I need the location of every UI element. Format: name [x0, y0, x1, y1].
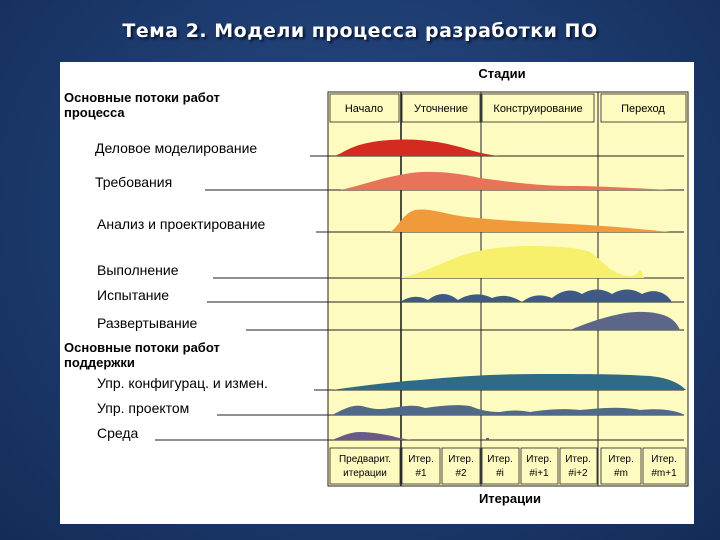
flow-label-config-mgmt: Упр. конфигурац. и измен.	[97, 375, 268, 391]
iteration-cell	[329, 447, 401, 485]
iteration-label-line2: #m	[614, 468, 628, 479]
iteration-label-line2: #i+2	[568, 468, 588, 479]
process-flows-header-line2: процесса	[64, 105, 125, 120]
flow-label-requirements: Требования	[95, 174, 172, 190]
iteration-label-line2: итерации	[343, 468, 387, 479]
iteration-label-line1: Итер.	[487, 454, 513, 465]
stage-cell	[600, 93, 687, 123]
hump-requirements	[340, 171, 670, 190]
iteration-label-line2: #i	[496, 468, 504, 479]
iteration-label-line1: Предварит.	[339, 454, 391, 465]
iteration-cell	[559, 447, 598, 485]
iteration-cell	[441, 447, 481, 485]
stage-label-inception: Начало	[345, 103, 383, 115]
stage-cell	[401, 93, 481, 123]
hump-implementation	[400, 246, 644, 278]
hump-business-modeling	[335, 139, 500, 156]
stage-label-transition: Переход	[621, 103, 665, 115]
process-flows-header-line1: Основные потоки работ	[64, 90, 220, 105]
hump-deployment	[570, 311, 680, 330]
flow-label-business-modeling: Деловое моделирование	[95, 140, 257, 156]
hump-analysis-design	[390, 209, 670, 232]
chart-area	[327, 91, 689, 487]
rup-diagram-panel: Стадии Начало Уточнение Конструирование …	[60, 62, 694, 524]
stage-cell	[481, 93, 595, 123]
flow-label-analysis-design: Анализ и проектирование	[97, 216, 266, 232]
flow-label-deployment: Развертывание	[97, 315, 198, 331]
flow-label-project-mgmt: Упр. проектом	[97, 400, 189, 416]
iteration-cell	[642, 447, 687, 485]
iteration-label-line2: #1	[415, 468, 427, 479]
iteration-cell	[481, 447, 520, 485]
flow-label-test: Испытание	[97, 287, 169, 303]
iteration-label-line1: Итер.	[608, 454, 634, 465]
iteration-label-line1: Итер.	[651, 454, 677, 465]
iteration-cell	[401, 447, 441, 485]
iteration-cell	[520, 447, 559, 485]
hump-config-mgmt	[332, 374, 686, 390]
iteration-row: Предварит. итерации Итер. #1 Итер. #2 Ит…	[329, 447, 687, 485]
rup-diagram: Стадии Начало Уточнение Конструирование …	[64, 66, 689, 506]
iteration-label-line1: Итер.	[526, 454, 552, 465]
stage-label-elaboration: Уточнение	[414, 103, 468, 115]
stage-label-construction: Конструирование	[493, 103, 582, 115]
iteration-label-line1: Итер.	[448, 454, 474, 465]
hump-environment-dot	[486, 438, 489, 440]
support-flows-header-line2: поддержки	[64, 355, 135, 370]
flow-label-environment: Среда	[97, 425, 139, 441]
iterations-title: Итерации	[479, 491, 541, 506]
flow-label-implementation: Выполнение	[97, 262, 179, 278]
iteration-label-line1: Итер.	[408, 454, 434, 465]
slide-title: Тема 2. Модели процесса разработки ПО	[122, 20, 598, 42]
iteration-label-line2: #i+1	[529, 468, 549, 479]
iteration-label-line2: #m+1	[651, 468, 677, 479]
support-flows-header-line1: Основные потоки работ	[64, 340, 220, 355]
stages-title: Стадии	[478, 66, 525, 81]
iteration-label-line2: #2	[455, 468, 467, 479]
hump-environment	[332, 432, 412, 440]
iteration-cell	[600, 447, 642, 485]
iteration-label-line1: Итер.	[565, 454, 591, 465]
stage-cell	[329, 93, 400, 123]
hump-project-mgmt	[332, 405, 685, 415]
hump-test	[400, 289, 672, 302]
